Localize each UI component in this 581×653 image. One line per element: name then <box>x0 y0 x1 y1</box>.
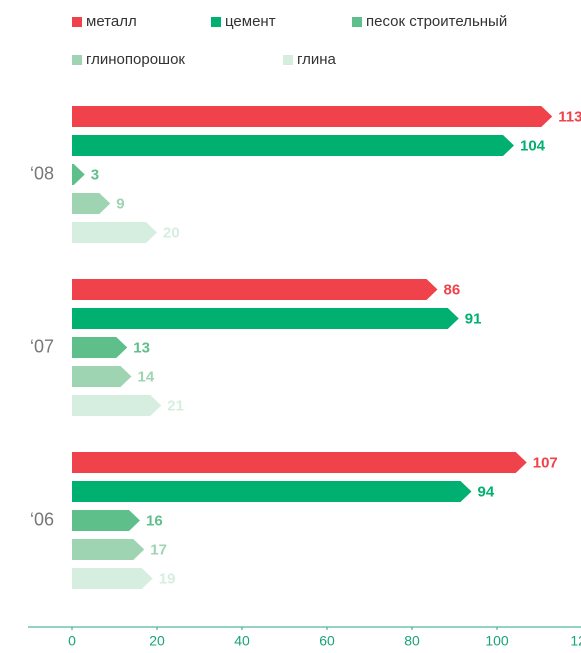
x-tick-label: 100 <box>485 633 509 649</box>
category-label: ‘06 <box>30 509 54 529</box>
value-label: 86 <box>444 281 461 298</box>
x-tick-label: 80 <box>404 633 420 649</box>
legend-label: глина <box>297 51 337 68</box>
bar <box>72 164 85 185</box>
bar <box>72 510 140 531</box>
value-label: 94 <box>478 483 495 500</box>
legend-swatch <box>283 55 293 65</box>
value-label: 113 <box>558 108 581 125</box>
legend-label: цемент <box>225 13 276 30</box>
bar <box>72 452 527 473</box>
value-label: 20 <box>163 224 180 241</box>
category-label: ‘07 <box>30 336 54 356</box>
bar <box>72 106 553 127</box>
bar <box>72 568 153 589</box>
legend-swatch <box>72 17 82 27</box>
value-label: 19 <box>159 570 176 587</box>
bar <box>72 308 459 329</box>
x-tick-label: 0 <box>68 633 76 649</box>
x-tick-label: 20 <box>149 633 165 649</box>
category-label: ‘08 <box>30 163 54 183</box>
bar <box>72 395 162 416</box>
legend-swatch <box>72 55 82 65</box>
value-label: 104 <box>520 137 546 154</box>
bar <box>72 193 111 214</box>
value-label: 21 <box>167 397 184 414</box>
x-tick-label: 120 <box>570 633 581 649</box>
bar <box>72 539 145 560</box>
bar <box>72 337 128 358</box>
legend-label: песок строительный <box>366 13 507 30</box>
value-label: 91 <box>465 310 482 327</box>
value-label: 9 <box>116 195 124 212</box>
legend-label: металл <box>86 13 137 30</box>
bar <box>72 135 514 156</box>
value-label: 14 <box>138 368 155 385</box>
bar <box>72 366 132 387</box>
value-label: 107 <box>533 454 558 471</box>
value-label: 16 <box>146 512 163 529</box>
value-label: 13 <box>133 339 150 356</box>
value-label: 3 <box>91 166 99 183</box>
bar <box>72 481 472 502</box>
x-tick-label: 40 <box>234 633 250 649</box>
x-tick-label: 60 <box>319 633 335 649</box>
legend-label: глинопорошок <box>86 51 185 68</box>
value-label: 17 <box>150 541 167 558</box>
bar <box>72 222 157 243</box>
legend-swatch <box>211 17 221 27</box>
bar <box>72 279 438 300</box>
legend-swatch <box>352 17 362 27</box>
